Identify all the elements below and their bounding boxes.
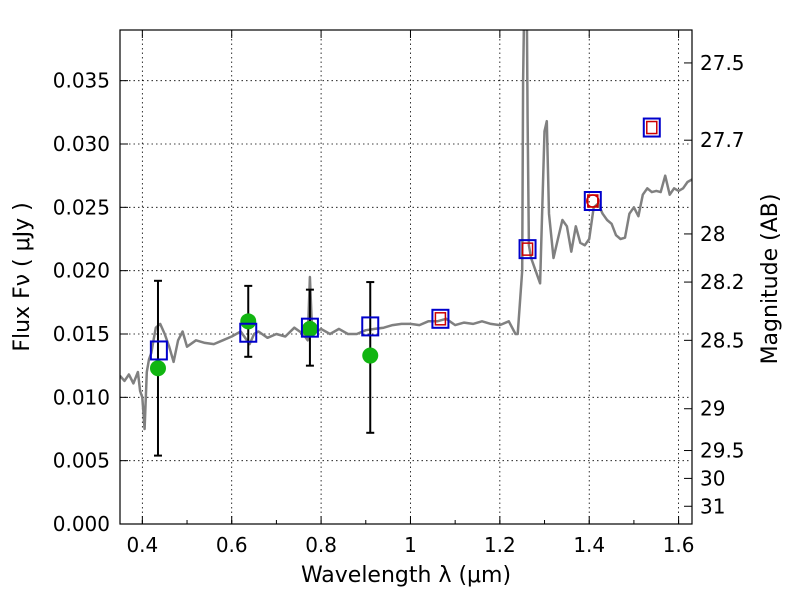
y-tick-label: 0.000 <box>53 512 110 536</box>
right-tick-label: 29 <box>700 397 725 421</box>
data-point-square <box>361 316 380 337</box>
right-tick-label: 31 <box>700 494 725 518</box>
x-axis-label: Wavelength λ (μm) <box>301 563 511 588</box>
right-axis-label: Magnitude (AB) <box>758 194 783 365</box>
y-tick-label: 0.010 <box>53 385 110 409</box>
data-point-square <box>149 340 168 361</box>
ticks <box>120 30 692 525</box>
x-tick-label: 0.8 <box>305 533 337 557</box>
error-bars <box>153 279 375 457</box>
x-tick-label: 1 <box>404 533 417 557</box>
data-point-square <box>239 322 258 343</box>
y-tick-label: 0.035 <box>53 69 110 93</box>
x-tick-label: 1.4 <box>573 533 605 557</box>
plot-frame <box>119 29 693 525</box>
data-point-circle <box>301 320 318 337</box>
data-point-square <box>642 117 661 138</box>
grid <box>120 30 692 524</box>
data-point-circle <box>149 360 166 377</box>
right-tick-label: 30 <box>700 466 725 490</box>
model-spectrum <box>120 30 692 431</box>
x-tick-label: 1.2 <box>484 533 516 557</box>
model-spectrum-line <box>120 30 692 431</box>
photometry-points <box>149 117 661 377</box>
right-tick-label: 27.7 <box>700 128 745 152</box>
data-point-square-small <box>646 120 658 135</box>
x-tick-label: 0.6 <box>216 533 248 557</box>
data-point-square <box>431 308 450 329</box>
data-point-square-small <box>521 242 534 256</box>
right-tick-label: 28 <box>700 222 725 246</box>
data-point-square <box>300 317 319 338</box>
right-tick-label: 28.5 <box>700 328 745 352</box>
data-point-square <box>583 191 602 211</box>
right-tick-label: 27.5 <box>700 51 745 75</box>
x-tick-label: 1.6 <box>663 533 695 557</box>
x-tick-label: 0.4 <box>126 533 158 557</box>
tick-labels: 0.4 0.6 0.8 1 1.2 1.4 1.6 0.000 0.005 0.010 0.015 0… <box>53 51 745 557</box>
y-tick-label: 0.025 <box>53 195 110 219</box>
data-point-circle-open <box>586 194 600 208</box>
data-point-circle <box>362 347 379 364</box>
right-tick-label: 29.5 <box>700 439 745 463</box>
data-point-circle <box>240 313 257 330</box>
data-point-square <box>518 239 537 260</box>
y-tick-label: 0.020 <box>53 259 110 283</box>
right-tick-label: 28.2 <box>700 270 745 294</box>
y-tick-label: 0.015 <box>53 322 110 346</box>
y-tick-label: 0.005 <box>53 449 110 473</box>
data-point-square-small <box>434 312 447 326</box>
y-tick-label: 0.030 <box>53 132 110 156</box>
y-axis-label: Flux Fν ( μJy ) <box>10 202 35 351</box>
